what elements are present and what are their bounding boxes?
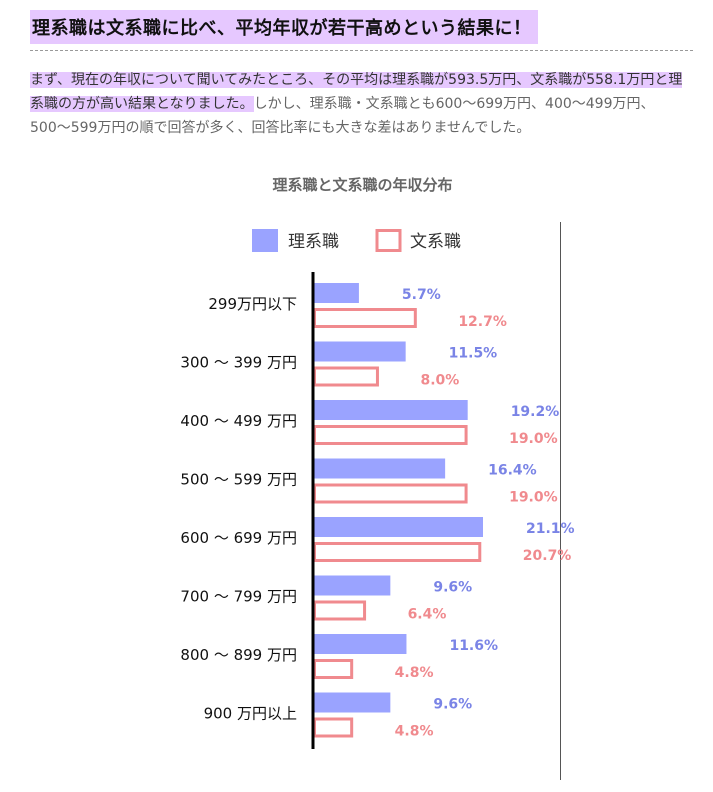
bar-rikei	[313, 283, 359, 303]
data-label-rikei: 11.6%	[449, 638, 498, 654]
bar-bunkei	[313, 425, 468, 445]
bar-bunkei	[313, 366, 379, 387]
intro-paragraph: まず、現在の年収について聞いてみたところ、その平均は理系職が593.5万円、文系…	[30, 68, 690, 140]
data-label-bunkei: 20.7%	[523, 548, 572, 564]
bar-rikei	[313, 458, 446, 479]
bar-rikei	[313, 400, 468, 420]
bar-bunkei	[313, 600, 367, 621]
data-label-bunkei: 4.8%	[395, 724, 434, 740]
data-label-bunkei: 19.0%	[509, 431, 558, 447]
data-label-bunkei: 6.4%	[408, 607, 447, 623]
category-label: 300 〜 399 万円	[180, 354, 297, 372]
legend-label-bunkei: 文系職	[410, 232, 461, 252]
category-label: 400 〜 499 万円	[180, 412, 297, 430]
chart-title: 理系職と文系職の年収分布	[272, 176, 453, 194]
bar-rikei	[313, 575, 391, 596]
data-label-rikei: 21.1%	[526, 521, 575, 537]
category-label: 600 〜 699 万円	[180, 529, 297, 547]
data-label-bunkei: 19.0%	[509, 490, 558, 506]
paragraph-rest: しかし、理系職・文系職とも600〜699万円、400〜499万円、500〜599…	[30, 96, 655, 136]
category-label: 900 万円以上	[204, 705, 297, 723]
category-label: 299万円以下	[208, 295, 297, 313]
data-label-rikei: 9.6%	[433, 697, 472, 713]
legend-swatch-rikei	[252, 229, 278, 252]
chart-right-divider	[560, 222, 561, 780]
category-label: 700 〜 799 万円	[180, 588, 297, 606]
data-label-bunkei: 12.7%	[458, 314, 507, 330]
heading-text: 理系職は文系職に比べ、平均年収が若干高めという結果に！	[30, 10, 538, 44]
bar-bunkei	[313, 542, 482, 562]
category-label: 500 〜 599 万円	[180, 471, 297, 489]
bar-bunkei	[313, 483, 468, 504]
bar-rikei	[313, 517, 483, 537]
data-label-bunkei: 4.8%	[395, 665, 434, 681]
category-label: 800 〜 899 万円	[180, 646, 297, 664]
legend-label-rikei: 理系職	[288, 232, 339, 252]
bar-rikei	[313, 341, 406, 362]
data-label-rikei: 16.4%	[488, 463, 537, 479]
bar-bunkei	[313, 659, 354, 679]
bar-bunkei	[313, 717, 354, 738]
bar-rikei	[313, 692, 391, 713]
legend-swatch-bunkei	[375, 229, 402, 252]
data-label-bunkei: 8.0%	[420, 373, 459, 389]
data-label-rikei: 5.7%	[402, 287, 441, 303]
data-label-rikei: 19.2%	[511, 404, 560, 420]
bar-rikei	[313, 634, 407, 654]
data-label-rikei: 9.6%	[433, 580, 472, 596]
section-heading: 理系職は文系職に比べ、平均年収が若干高めという結果に！	[30, 10, 693, 51]
data-label-rikei: 11.5%	[449, 346, 498, 362]
bar-bunkei	[313, 308, 417, 328]
